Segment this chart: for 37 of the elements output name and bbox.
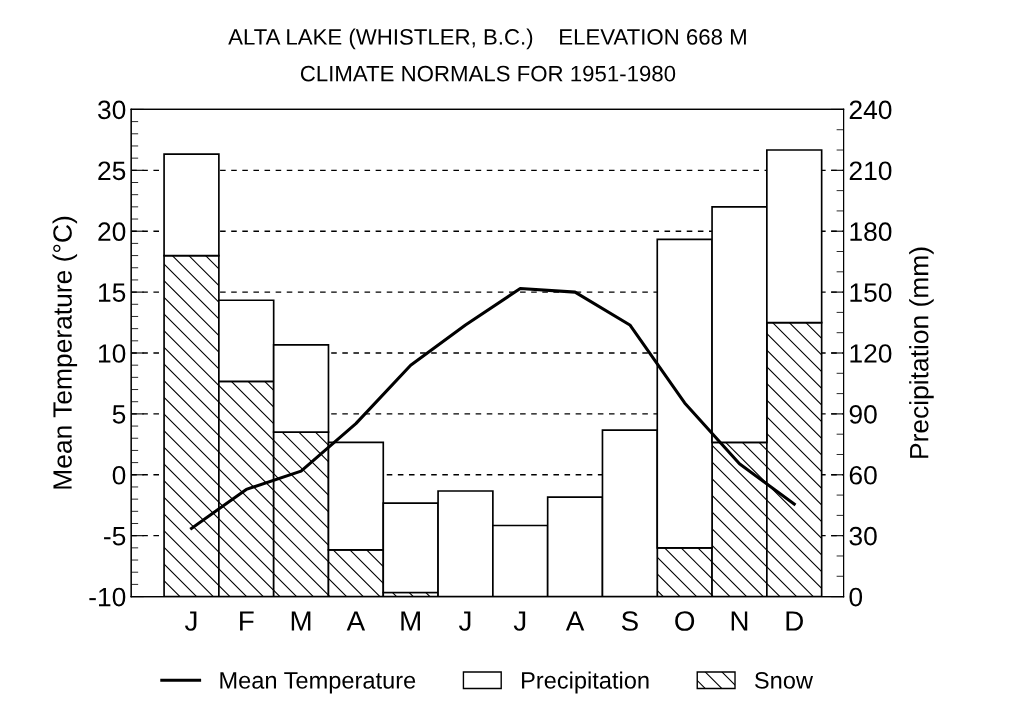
- y-tick-label: 15: [99, 283, 126, 302]
- x-tick-label: M: [401, 611, 420, 631]
- x-tick-label: A: [346, 611, 366, 631]
- y-tick-label: 20: [98, 222, 126, 242]
- y-axis-title: Mean Temperature (°C): [52, 216, 78, 489]
- y-tick-label: -5: [104, 527, 126, 546]
- y2-tick-label: 90: [849, 405, 877, 424]
- y-tick-label: 30: [98, 100, 126, 120]
- y2-tick-label: 0: [849, 587, 863, 607]
- x-tick-label: J: [458, 611, 471, 631]
- chart-subtitle: CLIMATE NORMALS FOR 1951-1980: [300, 65, 676, 82]
- y-tick-label: 25: [98, 161, 126, 181]
- x-tick-label: J: [513, 611, 526, 631]
- legend-label: Snow: [754, 672, 814, 689]
- y2-tick-label: 150: [850, 283, 892, 302]
- y2-tick-label: 120: [850, 344, 892, 363]
- x-tick-label: A: [565, 611, 585, 631]
- x-tick-label: D: [786, 611, 803, 631]
- y-tick-label: -10: [89, 587, 126, 607]
- y-tick-label: 10: [99, 344, 126, 363]
- y-tick-label: 5: [112, 405, 126, 424]
- y2-tick-label: 30: [849, 526, 877, 546]
- x-tick-label: S: [621, 611, 638, 631]
- x-tick-label: O: [675, 611, 695, 631]
- y2-axis-title: Precipitation (mm): [909, 247, 934, 458]
- legend-label: Mean Temperature: [220, 672, 416, 694]
- x-tick-label: J: [184, 611, 197, 631]
- y2-tick-label: 210: [849, 161, 892, 181]
- x-tick-label: M: [291, 611, 311, 631]
- x-tick-label: F: [240, 611, 254, 631]
- x-tick-label: N: [731, 611, 748, 631]
- y2-tick-label: 240: [849, 100, 892, 120]
- chart-title: ALTA LAKE (WHISTLER, B.C.) ELEVATION 668 M: [228, 28, 746, 50]
- y2-tick-label: 180: [850, 222, 892, 242]
- legend-label: Precipitation: [522, 671, 649, 694]
- y2-tick-label: 60: [849, 465, 877, 485]
- y-tick-label: 0: [112, 465, 126, 485]
